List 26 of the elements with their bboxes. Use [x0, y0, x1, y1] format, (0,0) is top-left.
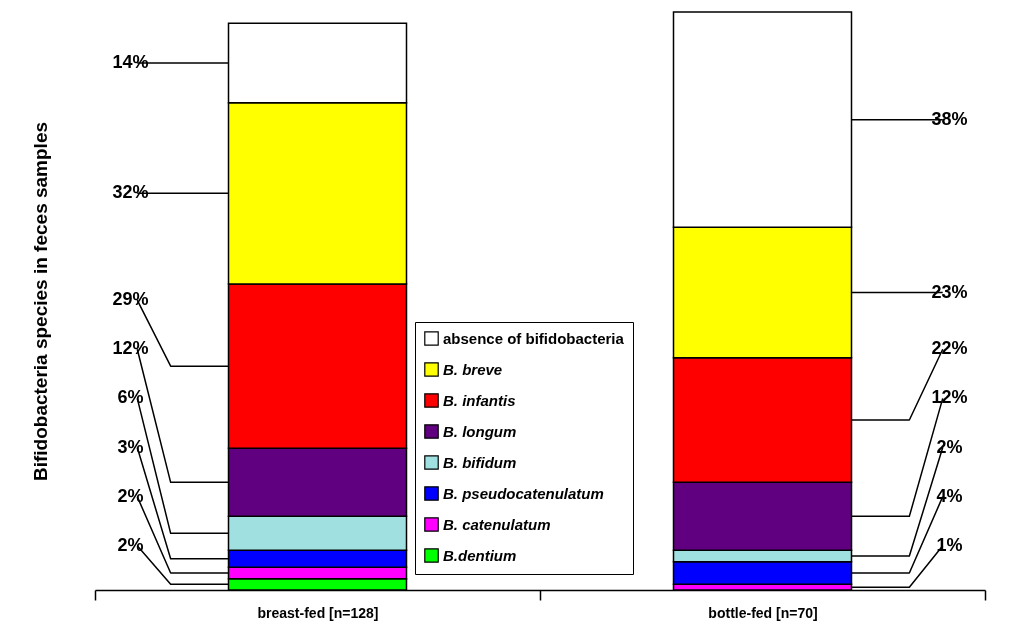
data-label: 2% [117, 485, 144, 506]
data-label: 14% [112, 52, 149, 72]
legend-label: B. infantis [443, 391, 516, 409]
y-axis-title: Bifidobacteria species in feces samples [29, 121, 51, 482]
data-label: 1% [936, 534, 963, 555]
data-label: 22% [931, 338, 968, 359]
x-tick-label: bottle-fed [n=70] [708, 604, 818, 621]
data-label: 32% [112, 182, 149, 203]
data-label: 6% [117, 387, 144, 408]
data-label: 2% [936, 436, 963, 457]
legend-label: B. longum [443, 422, 517, 440]
data-label: 38% [931, 108, 968, 129]
data-label: 12% [112, 338, 149, 359]
data-label: 29% [112, 289, 149, 310]
legend-label: B. pseudocatenulatum [443, 484, 604, 502]
data-label: 2% [117, 534, 144, 555]
data-label: 23% [931, 281, 968, 302]
legend-label: B. bifidum [443, 453, 517, 471]
legend-label: absence of bifidobacteria [443, 329, 625, 347]
x-tick-label: breast-fed [n=128] [257, 604, 379, 621]
legend-label: B. breve [443, 360, 503, 378]
legend-label: B.dentium [443, 546, 517, 564]
legend-label: B. catenulatum [443, 515, 551, 533]
data-label: 12% [931, 387, 968, 408]
data-label: 4% [936, 485, 963, 506]
data-label: 3% [117, 436, 144, 457]
